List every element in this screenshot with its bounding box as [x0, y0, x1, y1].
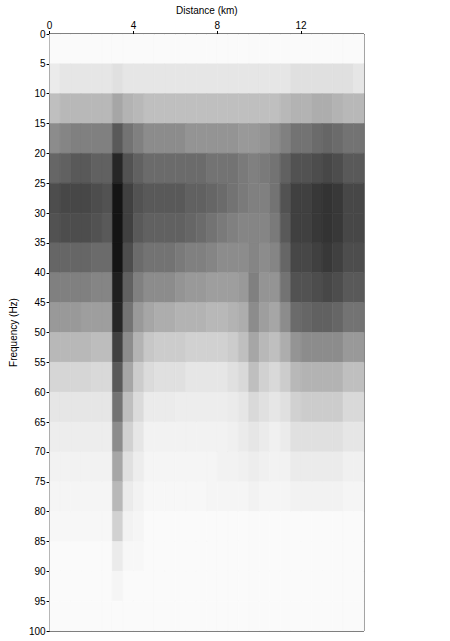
svg-text:15: 15 — [34, 118, 46, 129]
svg-text:5: 5 — [40, 58, 46, 69]
svg-text:70: 70 — [34, 446, 46, 457]
svg-text:12: 12 — [296, 20, 308, 31]
svg-text:95: 95 — [34, 596, 46, 607]
svg-text:50: 50 — [34, 327, 46, 338]
svg-text:45: 45 — [34, 297, 46, 308]
svg-text:4: 4 — [131, 20, 137, 31]
svg-text:35: 35 — [34, 237, 46, 248]
svg-text:80: 80 — [34, 506, 46, 517]
svg-text:90: 90 — [34, 566, 46, 577]
svg-text:60: 60 — [34, 387, 46, 398]
svg-text:65: 65 — [34, 417, 46, 428]
svg-text:Distance (km): Distance (km) — [176, 5, 238, 16]
svg-text:100: 100 — [29, 626, 46, 637]
svg-text:Frequency (Hz): Frequency (Hz) — [8, 298, 19, 367]
svg-text:55: 55 — [34, 357, 46, 368]
svg-text:30: 30 — [34, 208, 46, 219]
svg-text:10: 10 — [34, 88, 46, 99]
svg-text:25: 25 — [34, 178, 46, 189]
svg-text:75: 75 — [34, 476, 46, 487]
svg-text:0: 0 — [40, 29, 46, 40]
svg-text:0: 0 — [47, 20, 53, 31]
svg-text:40: 40 — [34, 267, 46, 278]
svg-text:85: 85 — [34, 536, 46, 547]
svg-text:20: 20 — [34, 148, 46, 159]
svg-text:8: 8 — [214, 20, 220, 31]
